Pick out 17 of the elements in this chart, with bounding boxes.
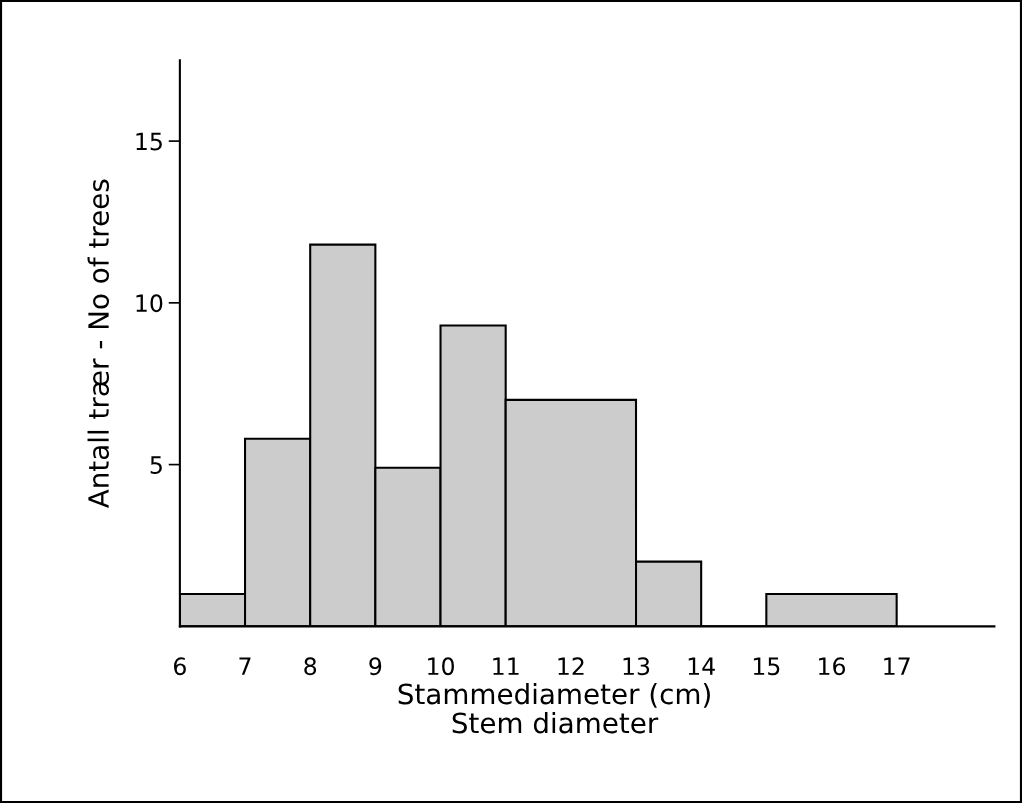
x-tick-label: 10 bbox=[428, 657, 454, 676]
y-tick-label: 10 bbox=[136, 294, 163, 313]
x-tick-label: 15 bbox=[753, 657, 780, 676]
x-tick-label: 13 bbox=[623, 657, 650, 676]
x-tick-label: 11 bbox=[493, 657, 519, 675]
x-tick-label: 17 bbox=[884, 657, 910, 675]
y-axis-title: Antall trær - No of trees bbox=[87, 179, 110, 509]
x-tick-label: 8 bbox=[304, 657, 317, 676]
x-tick-label: 7 bbox=[239, 657, 251, 675]
x-tick-label: 6 bbox=[174, 657, 186, 676]
x-axis-title: Stammediameter (cm) Stem diameter bbox=[398, 682, 710, 734]
x-tick-label: 16 bbox=[819, 657, 846, 676]
y-tick-label: 5 bbox=[150, 456, 162, 474]
x-tick-label: 14 bbox=[688, 657, 715, 675]
x-tick-label: 12 bbox=[558, 657, 584, 675]
y-tick-label: 15 bbox=[136, 132, 162, 151]
x-tick-label: 9 bbox=[369, 657, 382, 676]
